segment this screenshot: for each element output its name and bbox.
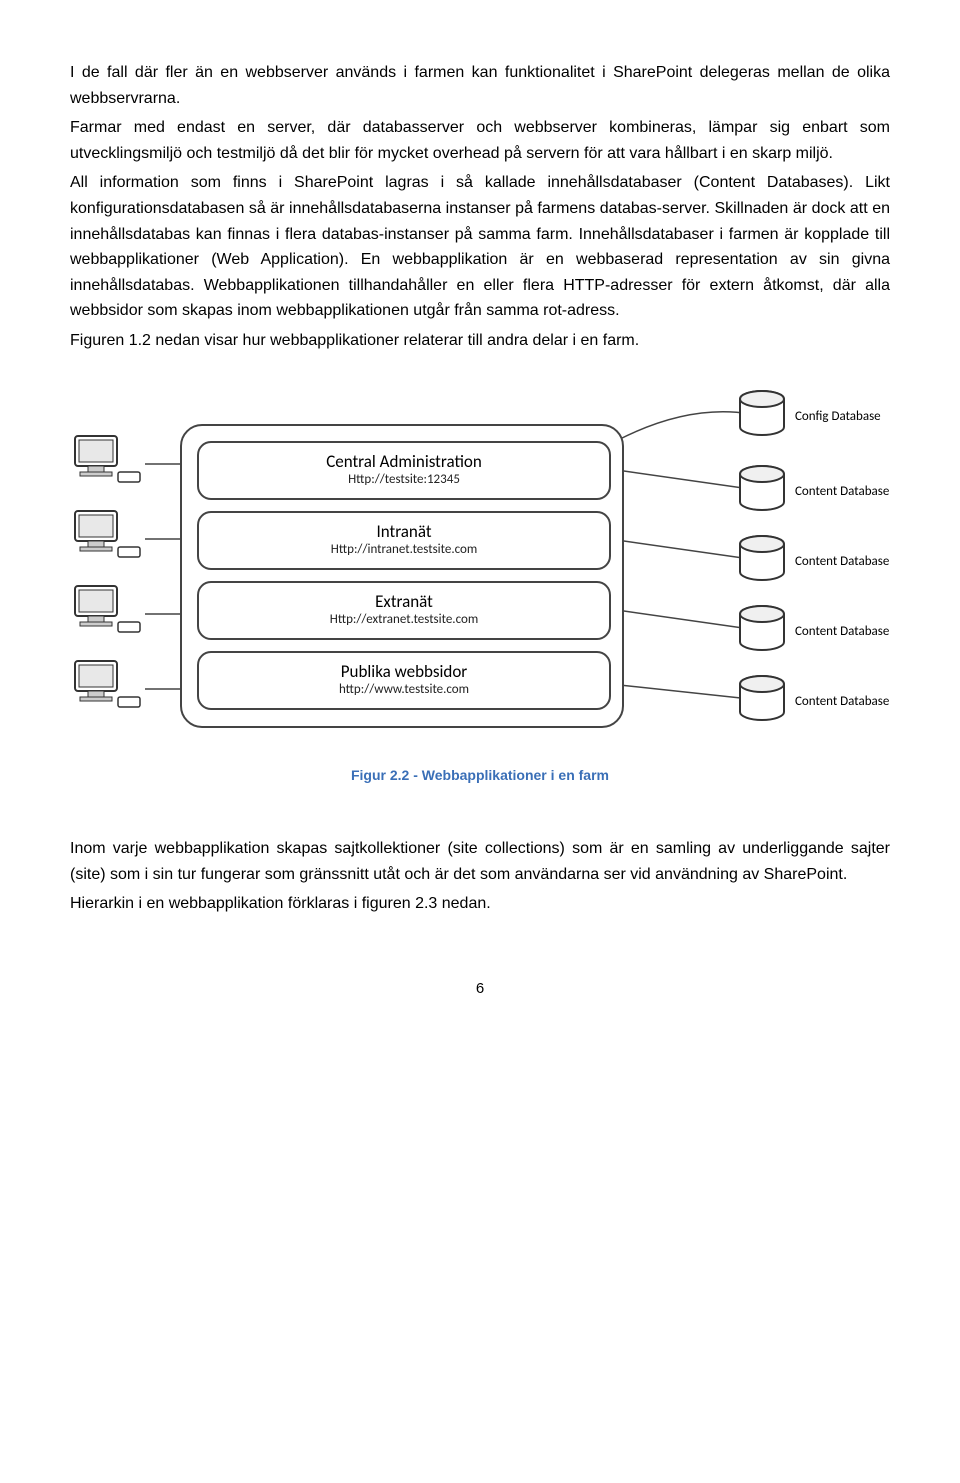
client-icon (70, 584, 160, 644)
app-url: Http://extranet.testsite.com (199, 612, 609, 628)
app-url: Http://testsite:12345 (199, 472, 609, 488)
app-title: Publika webbsidor (199, 663, 609, 682)
app-title: Central Administration (199, 453, 609, 472)
db-label: Content Database (795, 692, 889, 713)
farm-diagram: Central Administration Http://testsite:1… (70, 394, 890, 754)
app-box: Central Administration Http://testsite:1… (197, 441, 611, 500)
database-icon: Content Database (735, 534, 885, 594)
paragraph-2: Farmar med endast en server, där databas… (70, 115, 890, 166)
db-label: Content Database (795, 622, 889, 643)
db-label: Content Database (795, 482, 889, 503)
database-icon: Content Database (735, 674, 885, 734)
paragraph-3: All information som finns i SharePoint l… (70, 170, 890, 324)
client-icon (70, 659, 160, 719)
app-box: Extranät Http://extranet.testsite.com (197, 581, 611, 640)
page-number: 6 (70, 977, 890, 1001)
client-icon (70, 509, 160, 569)
app-box: Publika webbsidor http://www.testsite.co… (197, 651, 611, 710)
paragraph-1: I de fall där fler än en webbserver anvä… (70, 60, 890, 111)
app-url: Http://intranet.testsite.com (199, 542, 609, 558)
db-label: Content Database (795, 552, 889, 573)
client-icon (70, 434, 160, 494)
diagram-container: Central Administration Http://testsite:1… (70, 394, 890, 754)
database-icon: Content Database (735, 464, 885, 524)
app-title: Intranät (199, 523, 609, 542)
app-box: Intranät Http://intranet.testsite.com (197, 511, 611, 570)
paragraph-5: Inom varje webbapplikation skapas sajtko… (70, 836, 890, 887)
figure-caption: Figur 2.2 - Webbapplikationer i en farm (70, 764, 890, 786)
db-label: Config Database (795, 407, 881, 428)
app-title: Extranät (199, 593, 609, 612)
database-icon: Config Database (735, 389, 885, 449)
paragraph-6: Hierarkin i en webbapplikation förklaras… (70, 891, 890, 917)
paragraph-4: Figuren 1.2 nedan visar hur webbapplikat… (70, 328, 890, 354)
app-url: http://www.testsite.com (199, 682, 609, 698)
database-icon: Content Database (735, 604, 885, 664)
farm-box: Central Administration Http://testsite:1… (180, 424, 624, 728)
